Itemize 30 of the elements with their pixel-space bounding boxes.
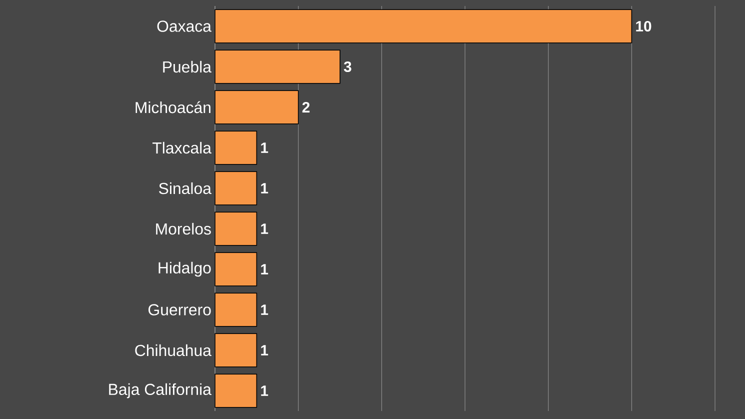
y-tick-label: Tlaxcala: [152, 142, 212, 154]
y-tick-label: Oaxaca: [157, 20, 212, 32]
data-label: 1: [261, 224, 268, 234]
data-label: 1: [261, 345, 268, 356]
bar: [214, 212, 258, 246]
bar: [214, 252, 258, 286]
bar: [214, 374, 258, 408]
y-tick-label: Chihuahua: [135, 344, 212, 356]
bar: [214, 171, 258, 206]
y-tick-label: Michoacán: [136, 101, 210, 114]
bar: [214, 90, 299, 124]
y-tick-label: Sinaloa: [159, 182, 212, 194]
bar: [214, 50, 340, 84]
data-label: 10: [636, 20, 652, 32]
data-label: 2: [302, 102, 310, 112]
y-tick-label: Morelos: [156, 222, 211, 235]
data-label: 1: [261, 264, 268, 274]
data-label: 1: [261, 304, 268, 315]
bar: [214, 9, 632, 44]
data-label: 1: [261, 142, 268, 153]
data-label: 1: [261, 183, 268, 194]
bar: [214, 130, 258, 165]
y-tick-label: Hidalgo: [158, 262, 211, 277]
data-label: 3: [344, 61, 352, 72]
y-tick-label: Puebla: [163, 60, 212, 73]
y-tick-label: Guerrero: [148, 304, 211, 316]
data-label: 1: [261, 386, 268, 396]
y-tick-label: Baja California: [109, 383, 212, 398]
bar: [214, 292, 258, 327]
bar: [214, 333, 258, 368]
